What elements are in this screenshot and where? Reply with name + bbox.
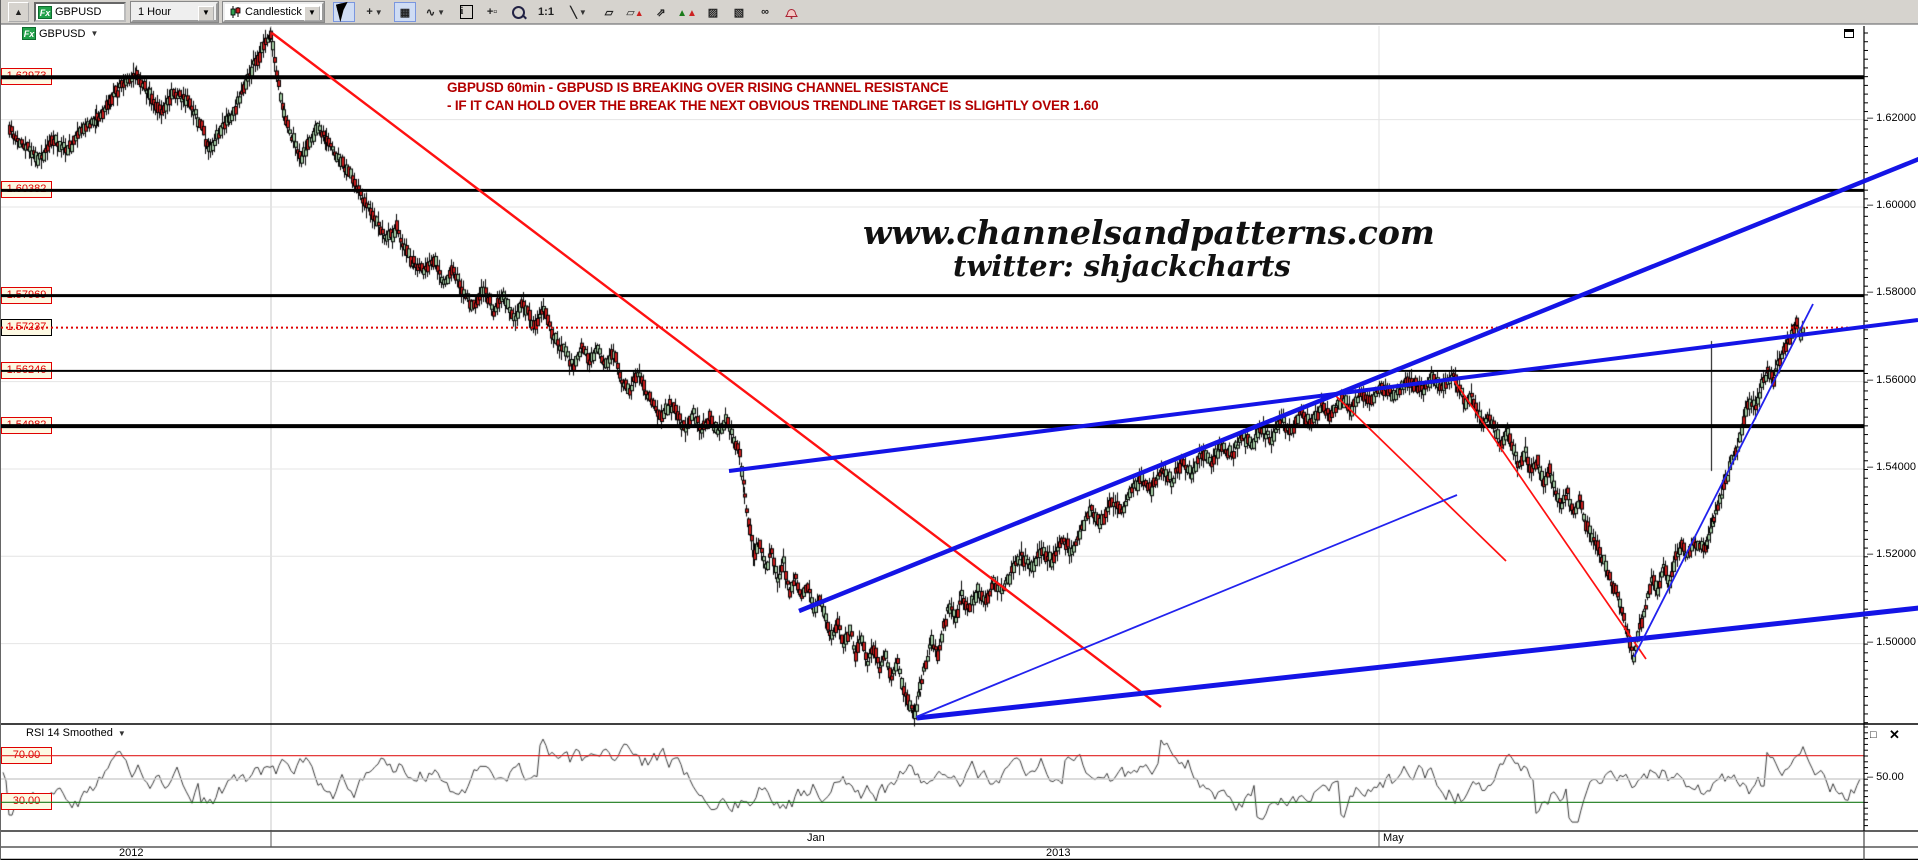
main-toolbar: ▲ Fx GBPUSD 1 Hour ▼ Candlestick ▼ + ▼ ▦ ∿ ▼… [1, 0, 1918, 24]
price-tick-label: – 1.52000 [1867, 548, 1916, 561]
symbol-value: GBPUSD [55, 6, 102, 18]
charttype-value: Candlestick [245, 6, 302, 18]
line-icon: ╲ [570, 6, 577, 19]
price-tick-label: – 1.56000 [1867, 373, 1916, 386]
chevron-down-icon: ▼ [198, 6, 214, 21]
eraser-icon: ▱ [604, 6, 614, 19]
chart-template2-tool[interactable]: ▧ [728, 2, 750, 22]
wave-icon: ∿ [425, 6, 436, 19]
watermark-url: www.channelsandpatterns.com [863, 213, 1435, 252]
legend-symbol: GBPUSD [39, 27, 86, 40]
chevron-down-icon: ▼ [117, 728, 126, 738]
chart-frame2-icon: ▧ [733, 6, 745, 19]
candlestick-icon [230, 6, 241, 18]
select-cursor-tool[interactable] [333, 1, 355, 23]
objects-tool[interactable]: ▲▲ [676, 2, 698, 22]
info-icon: i [459, 5, 473, 19]
zoom-icon [511, 5, 525, 19]
diag-arrow-icon: ⇗ [656, 6, 666, 19]
crosshair-tool[interactable]: + ▼ [359, 2, 390, 22]
level-price-badge: 1.60382 [1, 181, 52, 199]
chart-frame-icon: ▨ [707, 6, 719, 19]
delete-all-tool[interactable]: ▱▲ [624, 2, 646, 22]
rsi-level-badge: 70.00 [1, 746, 52, 764]
chevron-down-icon: ▼ [578, 7, 587, 17]
timeframe-select[interactable]: 1 Hour ▼ [130, 1, 219, 23]
month-label: Jan [807, 832, 825, 844]
price-tick-label: – 1.54000 [1867, 460, 1916, 473]
objects-icon: ▲▲ [677, 8, 697, 19]
charttype-select[interactable]: Candlestick ▼ [222, 1, 325, 23]
price-tick-label: – 1.62000 [1867, 111, 1916, 124]
watermark-twitter: twitter: shjackcharts [953, 249, 1291, 283]
link-charts-tool[interactable]: ∞ [754, 2, 776, 22]
note-icon: +▫ [486, 6, 498, 18]
collapse-icon: ▲ [14, 7, 23, 17]
zoom-tool[interactable] [507, 2, 529, 22]
timeframe-value: 1 Hour [138, 6, 172, 18]
rsi-level-badge: 30.00 [1, 793, 52, 811]
rsi-indicator-label[interactable]: RSI 14 Smoothed ▼ [26, 727, 126, 739]
fx-icon: Fx [22, 27, 36, 40]
level-price-badge: 1.54982 [1, 417, 52, 435]
one-to-one-tool[interactable]: 1:1 [533, 2, 559, 22]
year-label: 2013 [1046, 847, 1071, 859]
info-tool[interactable]: i [455, 2, 477, 22]
collapse-toolbar-button[interactable]: ▲ [8, 2, 29, 22]
links-icon: ∞ [761, 6, 769, 18]
pointer-move-tool[interactable]: ⇗ [650, 2, 672, 22]
rsi-minimize-button[interactable]: □ [1870, 729, 1877, 741]
delete-all-icon: ▱▲ [626, 6, 644, 19]
chevron-down-icon: ▼ [90, 29, 99, 38]
rsi-level-label: – 50.00 [1867, 771, 1904, 783]
alert-bell-icon [784, 9, 798, 19]
chevron-down-icon: ▼ [304, 6, 320, 21]
current-price-badge: 1.57237 [1, 318, 52, 336]
price-tick-label: – 1.50000 [1867, 635, 1916, 648]
rsi-close-button[interactable]: ✕ [1889, 727, 1900, 742]
one2one-icon: 1:1 [538, 6, 554, 18]
add-annotation-tool[interactable]: +▫ [481, 2, 503, 22]
chevron-down-icon: ▼ [374, 7, 383, 17]
eraser-tool[interactable]: ▱ [598, 2, 620, 22]
fx-icon: Fx [38, 5, 52, 19]
price-tick-label: – 1.58000 [1867, 286, 1916, 299]
grid-toggle[interactable]: ▦ [394, 2, 416, 22]
trendline-tool[interactable]: ╲ ▼ [563, 2, 594, 22]
symbol-input[interactable]: Fx GBPUSD [34, 2, 126, 22]
chart-template-tool[interactable]: ▨ [702, 2, 724, 22]
year-label: 2012 [119, 847, 144, 859]
chevron-down-icon: ▼ [437, 7, 446, 17]
alert-tool[interactable] [780, 2, 802, 22]
level-price-badge: 1.57969 [1, 286, 52, 304]
restore-window-button[interactable] [1844, 29, 1854, 38]
level-price-badge: 1.62973 [1, 68, 52, 86]
crosshair-icon: + [366, 6, 373, 18]
month-label: May [1383, 832, 1404, 844]
chart-legend[interactable]: Fx GBPUSD ▼ [22, 27, 98, 40]
indicator-tool[interactable]: ∿ ▼ [420, 2, 451, 22]
grid-icon: ▦ [399, 6, 411, 19]
price-tick-label: – 1.60000 [1867, 199, 1916, 211]
level-price-badge: 1.56246 [1, 361, 52, 379]
chart-annotation-text: GBPUSD 60min - GBPUSD IS BREAKING OVER R… [447, 80, 1099, 113]
